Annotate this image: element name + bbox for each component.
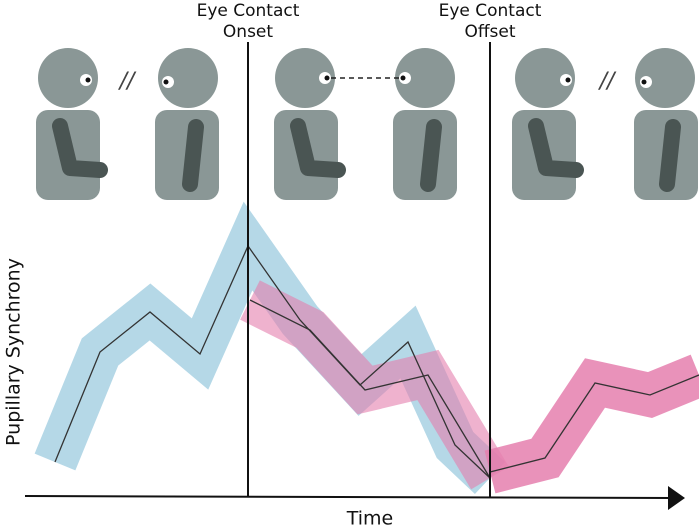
pupil (324, 75, 330, 81)
time-axis (24, 495, 673, 499)
axis-arrow (668, 486, 685, 510)
arm (659, 119, 681, 192)
pupil (163, 79, 169, 85)
head (38, 48, 98, 108)
figures (36, 48, 698, 200)
pink-line (489, 374, 699, 473)
head (395, 48, 455, 108)
offset-label: Eye Contact (439, 1, 542, 21)
head (158, 48, 218, 108)
onset-label: Eye Contact (197, 1, 300, 21)
head (275, 48, 335, 108)
pink-band (484, 354, 699, 494)
arm (182, 119, 204, 192)
head (635, 48, 695, 108)
pupil (400, 75, 406, 81)
separator: // (598, 69, 617, 94)
arm (528, 118, 584, 178)
head (515, 48, 575, 108)
arm (420, 119, 442, 192)
separator: // (118, 69, 137, 94)
pupil (641, 79, 647, 85)
pupil (565, 77, 571, 83)
arm (52, 118, 108, 178)
offset-label: Offset (464, 22, 515, 42)
pupil (85, 77, 91, 83)
onset-label: Onset (223, 22, 273, 42)
y-axis-label: Pupillary Synchrony (3, 258, 25, 446)
arm (290, 118, 346, 178)
blue-line (54, 244, 491, 479)
pink-line (249, 299, 491, 479)
x-axis-label: Time (346, 508, 394, 530)
